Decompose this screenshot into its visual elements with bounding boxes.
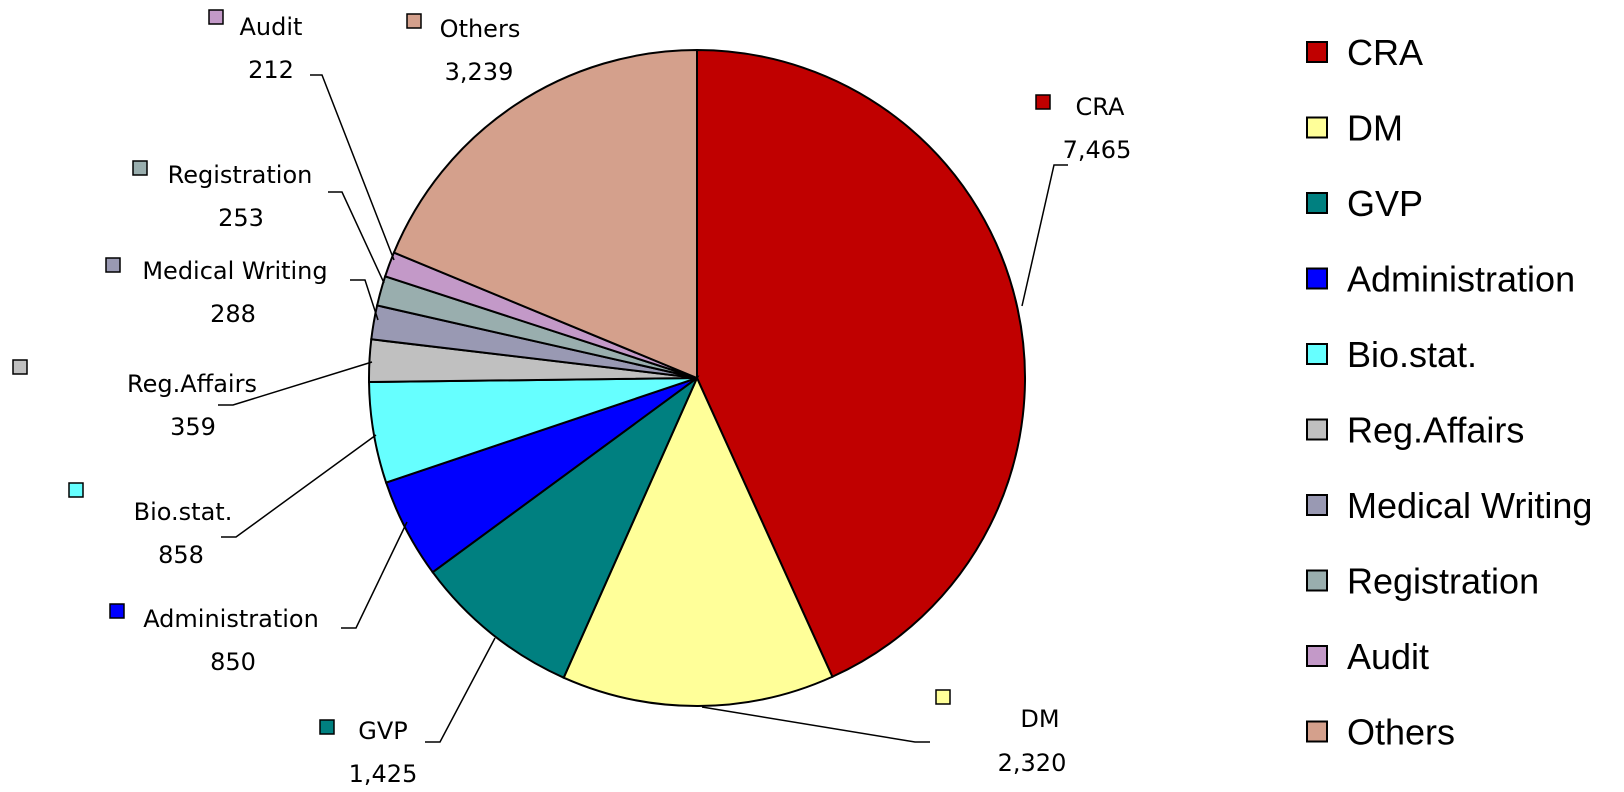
data-label-name-others: Others [440,15,521,43]
data-label-name-bio-stat: Bio.stat. [134,498,233,526]
legend-label-bio-stat: Bio.stat. [1347,334,1477,375]
legend-swatch-registration [1306,569,1328,592]
data-label-value-administration: 850 [210,648,256,676]
data-label-name-administration: Administration [143,605,319,633]
data-label-name-cra: CRA [1076,93,1125,121]
data-label-key-bio-stat [68,482,84,498]
legend-label-reg-affairs: Reg.Affairs [1347,410,1524,451]
leader-line-gvp [425,637,496,743]
data-label-key-registration [132,160,148,176]
data-label-name-reg-affairs: Reg.Affairs [127,370,257,398]
leader-line-audit [310,74,395,261]
legend-swatch-medical-writing [1306,494,1328,516]
data-label-value-dm: 2,320 [998,749,1067,777]
legend-label-medical-writing: Medical Writing [1347,485,1592,526]
data-label-name-medical-writing: Medical Writing [142,257,327,285]
data-label-name-dm: DM [1020,705,1059,733]
pie-slice-dm [562,375,834,707]
data-label-value-audit: 212 [248,56,294,84]
legend: CRA DM GVP Administration Bio.stat. Reg.Affai… [1306,32,1592,753]
pie-slices [368,48,1026,707]
data-label-key-gvp [319,719,335,735]
data-label-key-others [406,13,422,29]
data-label-name-registration: Registration [168,161,313,189]
data-label-key-audit [208,9,224,25]
data-label-value-cra: 7,465 [1063,136,1132,164]
legend-label-audit: Audit [1347,636,1429,677]
pie-slice-cra [696,48,1026,679]
legend-swatch-bio-stat [1306,343,1328,365]
data-label-name-gvp: GVP [358,717,408,745]
data-label-key-medical-writing [105,257,121,273]
legend-swatch-cra [1306,41,1328,63]
legend-swatch-audit [1306,645,1328,667]
data-label-value-registration: 253 [218,204,264,232]
leader-line-reg-affairs [218,361,373,406]
leader-line-medical-writing [350,279,379,321]
legend-label-registration: Registration [1347,561,1539,602]
data-label-value-gvp: 1,425 [349,760,418,788]
data-label-value-bio-stat: 858 [158,541,204,569]
legend-label-dm: DM [1347,108,1403,149]
leader-line-administration [341,521,408,629]
leader-line-dm [701,706,930,743]
legend-swatch-others [1306,720,1328,743]
legend-swatch-reg-affairs [1306,418,1328,441]
pie-slice-gvp [431,374,700,680]
data-label-value-others: 3,239 [445,58,514,86]
legend-label-cra: CRA [1347,32,1423,73]
data-label-name-audit: Audit [240,13,303,41]
leader-lines [218,74,1068,743]
data-label-key-administration [109,603,125,619]
data-label-key-cra [1035,94,1051,110]
legend-label-administration: Administration [1347,259,1575,300]
legend-swatch-dm [1306,116,1328,139]
legend-swatch-gvp [1306,192,1328,214]
data-label-key-reg-affairs [12,359,28,375]
legend-swatch-administration [1306,267,1328,290]
leader-line-registration [328,191,385,284]
legend-label-gvp: GVP [1347,183,1423,224]
data-label-value-medical-writing: 288 [210,300,256,328]
data-label-key-dm [935,689,951,705]
legend-label-others: Others [1347,712,1455,753]
leader-line-bio-stat [221,434,377,538]
leader-line-cra [1021,164,1068,307]
data-label-value-reg-affairs: 359 [170,413,216,441]
pie-slice-others [392,48,698,380]
data-labels: CRA 7,465 DM 2,320 GVP 1,425 Administration 850… [12,9,1132,788]
